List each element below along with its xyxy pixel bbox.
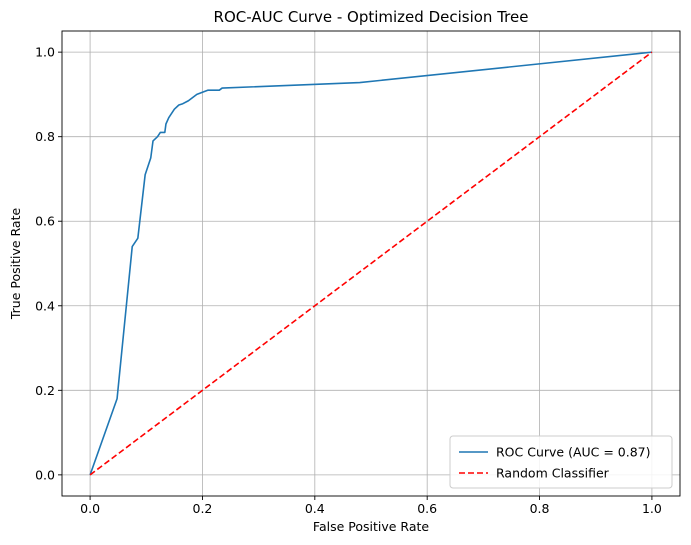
x-axis-label: False Positive Rate <box>313 519 429 534</box>
x-tick-label: 0.2 <box>193 501 213 516</box>
chart-title: ROC-AUC Curve - Optimized Decision Tree <box>214 8 529 26</box>
x-tick-label: 1.0 <box>642 501 662 516</box>
y-tick-label: 0.8 <box>35 129 55 144</box>
legend-label-random: Random Classifier <box>496 466 610 481</box>
x-tick-label: 0.6 <box>417 501 437 516</box>
series-group <box>89 51 653 476</box>
legend-label-roc: ROC Curve (AUC = 0.87) <box>496 445 651 460</box>
y-tick-label: 1.0 <box>35 45 55 60</box>
x-tick-label: 0.0 <box>80 501 100 516</box>
roc-curve-line <box>89 51 652 476</box>
x-tick-label: 0.8 <box>530 501 550 516</box>
axes: 0.0 0.2 0.4 0.6 0.8 1.0 0.0 0.2 0.4 0.6 0.8 1.0 <box>35 30 681 516</box>
plot-frame <box>61 30 681 497</box>
x-tick-label: 0.4 <box>305 501 325 516</box>
legend-box <box>449 435 673 489</box>
legend: ROC Curve (AUC = 0.87) Random Classifier <box>449 435 673 489</box>
y-axis-label: True Positive Rate <box>8 208 23 321</box>
grid-lines <box>62 31 680 496</box>
random-classifier-line <box>89 51 653 476</box>
y-tick-label: 0.6 <box>35 214 55 229</box>
y-tick-label: 0.2 <box>35 383 55 398</box>
y-tick-label: 0.4 <box>35 298 55 313</box>
y-tick-label: 0.0 <box>35 467 55 482</box>
